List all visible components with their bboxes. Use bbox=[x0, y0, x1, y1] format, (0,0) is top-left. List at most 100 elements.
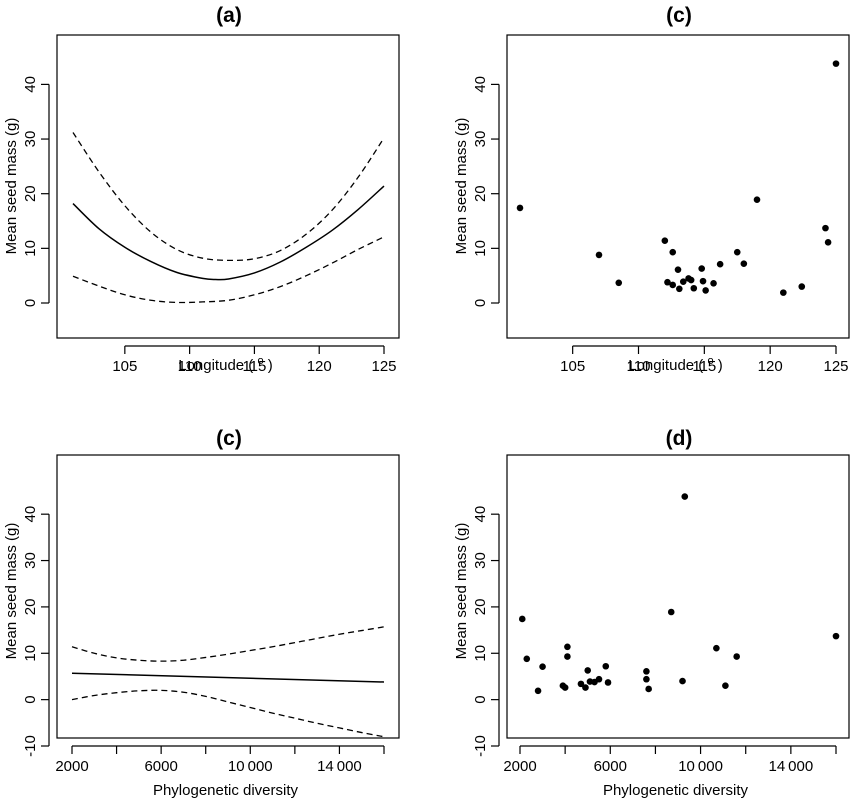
chart-c-top-x-axis-label-close: ) bbox=[714, 357, 723, 374]
chart-d-data-point bbox=[595, 675, 603, 683]
chart-d-data-point bbox=[564, 643, 571, 651]
chart-c-top-data-point bbox=[661, 237, 669, 244]
chart-c-top-x-tick-label: 105 bbox=[560, 358, 585, 375]
chart-c-bottom-y-tick-label: 20 bbox=[22, 599, 39, 616]
chart-d-y-axis-label: Mean seed mass (g) bbox=[453, 523, 470, 660]
chart-c-top-data-point bbox=[516, 204, 524, 212]
chart-c-top-x-axis-label-main: Longitude ( bbox=[628, 357, 707, 374]
chart-a-x-axis-label-main: Longitude ( bbox=[178, 357, 257, 374]
chart-c-top-data-point bbox=[702, 287, 709, 294]
chart-c-top-y-tick-label: 30 bbox=[472, 131, 489, 148]
chart-c-top-data-point bbox=[780, 289, 787, 296]
chart-c-bottom-confidence-line-2 bbox=[71, 689, 385, 738]
chart-d-data-point bbox=[582, 684, 589, 691]
chart-c-top-x-tick-label: 115 bbox=[692, 358, 716, 375]
chart-d-x-tick-label: 14 000 bbox=[768, 758, 813, 775]
chart-d-data-point bbox=[602, 662, 610, 670]
chart-a-confidence-line-2 bbox=[72, 236, 385, 304]
chart-c-bottom-y-axis-label: Mean seed mass (g) bbox=[3, 523, 20, 660]
chart-c-bottom-title: (c) bbox=[216, 427, 242, 450]
chart-d-data-point bbox=[561, 684, 569, 691]
chart-d-data-point bbox=[564, 653, 571, 660]
chart-c-bottom-plot-frame bbox=[56, 454, 400, 739]
chart-a-x-tick-label: 105 bbox=[112, 358, 137, 375]
chart-c-top-y-tick-label: 20 bbox=[472, 185, 489, 202]
chart-c-top-data-point bbox=[674, 266, 682, 273]
chart-d-data-point bbox=[645, 685, 652, 693]
chart-a-plot-frame bbox=[56, 34, 400, 339]
chart-d-data-point bbox=[643, 675, 650, 683]
chart-c-bottom-x-tick-label: 14 000 bbox=[317, 758, 362, 775]
chart-c-bottom-x-tick-label: 10 000 bbox=[228, 758, 273, 775]
chart-a-x-axis-label-close: ) bbox=[264, 357, 273, 374]
chart-a-title: (a) bbox=[216, 4, 242, 27]
chart-c-bottom-fit-line bbox=[71, 672, 385, 683]
chart-c-top-title: (c) bbox=[666, 4, 692, 27]
chart-c-top-data-point bbox=[669, 281, 677, 289]
chart-c-top-x-tick-label: 120 bbox=[758, 358, 783, 375]
chart-a-confidence-line-1 bbox=[72, 132, 385, 262]
chart-c-bottom-x-tick-label: 2000 bbox=[55, 758, 88, 775]
chart-d-title: (d) bbox=[666, 427, 693, 450]
chart-d-y-tick-label: 20 bbox=[472, 599, 489, 616]
chart-d-data-point bbox=[713, 644, 720, 652]
chart-d-data-point bbox=[518, 615, 526, 623]
chart-a-y-tick-label: 30 bbox=[22, 131, 39, 148]
chart-c-top-data-point bbox=[669, 248, 677, 256]
chart-a-x-tick-label: 115 bbox=[242, 358, 266, 375]
chart-c-top-data-point bbox=[753, 196, 761, 204]
chart-d-data-point bbox=[584, 667, 592, 674]
chart-a-y-tick-label: 0 bbox=[22, 299, 39, 307]
chart-c-bottom-y-tick-label: 0 bbox=[22, 695, 39, 703]
chart-c-top-x-tick-label: 110 bbox=[627, 358, 651, 375]
chart-c-top-data-point bbox=[687, 276, 695, 284]
chart-a-x-axis-label: Longitude ( o ) bbox=[178, 355, 273, 374]
chart-c-bottom-x-tick-label: 6000 bbox=[144, 758, 177, 775]
chart-d-x-axis-label: Phylogenetic diversity bbox=[603, 782, 749, 799]
chart-c-top-data-point bbox=[698, 265, 705, 272]
chart-a-x-tick-label: 110 bbox=[178, 358, 202, 375]
chart-c-top-data-point bbox=[690, 284, 698, 292]
chart-c-top-x-axis-label: Longitude ( o ) bbox=[628, 355, 723, 374]
chart-d-y-tick-label: -10 bbox=[472, 735, 489, 757]
chart-c-top-y-axis-label: Mean seed mass (g) bbox=[453, 118, 470, 255]
chart-d-data-point bbox=[733, 653, 740, 660]
chart-d-y-tick-label: 40 bbox=[472, 506, 489, 523]
chart-d-data-point bbox=[679, 677, 686, 685]
chart-c-top: (c) 0 10 20 30 40 Mean seed mass (g) 105 110 115 1… bbox=[453, 4, 850, 375]
chart-c-top-data-point bbox=[676, 285, 683, 293]
chart-a: (a) 0 10 20 30 40 Mean seed mass (g) 105 110 115 1… bbox=[3, 4, 400, 375]
chart-d-data-point bbox=[577, 680, 585, 688]
chart-a-x-tick-label: 125 bbox=[371, 358, 396, 375]
chart-d-y-tick-label: 10 bbox=[472, 645, 489, 662]
chart-c-top-data-point bbox=[699, 277, 707, 285]
chart-c-bottom-y-tick-label: -10 bbox=[22, 735, 39, 757]
chart-c-top-data-point bbox=[824, 239, 832, 246]
chart-d-x-tick-label: 2000 bbox=[503, 758, 536, 775]
chart-c-top-y-tick-label: 10 bbox=[472, 240, 489, 257]
chart-a-y-axis-label: Mean seed mass (g) bbox=[3, 118, 20, 255]
chart-c-bottom-y-tick-label: 10 bbox=[22, 645, 39, 662]
chart-c-top-data-point bbox=[664, 278, 671, 286]
chart-d-data-point bbox=[832, 632, 840, 640]
chart-c-top-data-point bbox=[679, 278, 687, 285]
chart-c-bottom-y-tick-label: 40 bbox=[22, 506, 39, 523]
chart-c-bottom-confidence-line-1 bbox=[71, 626, 385, 662]
chart-c-top-data-point bbox=[740, 260, 748, 267]
chart-d-data-point bbox=[722, 682, 729, 690]
chart-a-y-tick-label: 20 bbox=[22, 185, 39, 202]
chart-c-top-data-point bbox=[798, 283, 806, 290]
chart-d-x-tick-label: 10 000 bbox=[678, 758, 723, 775]
chart-c-top-data-point bbox=[733, 248, 741, 256]
chart-d-y-tick-label: 30 bbox=[472, 552, 489, 569]
chart-a-y-tick-label: 10 bbox=[22, 240, 39, 257]
chart-c-top-data-point bbox=[615, 279, 623, 287]
chart-c-top-y-tick-label: 0 bbox=[472, 299, 489, 307]
chart-d-y-tick-label: 0 bbox=[472, 695, 489, 703]
chart-a-y-tick-label: 40 bbox=[22, 76, 39, 93]
chart-c-bottom-y-tick-label: 30 bbox=[22, 552, 39, 569]
chart-d-data-point bbox=[604, 679, 612, 686]
chart-c-top-data-point bbox=[822, 224, 829, 232]
